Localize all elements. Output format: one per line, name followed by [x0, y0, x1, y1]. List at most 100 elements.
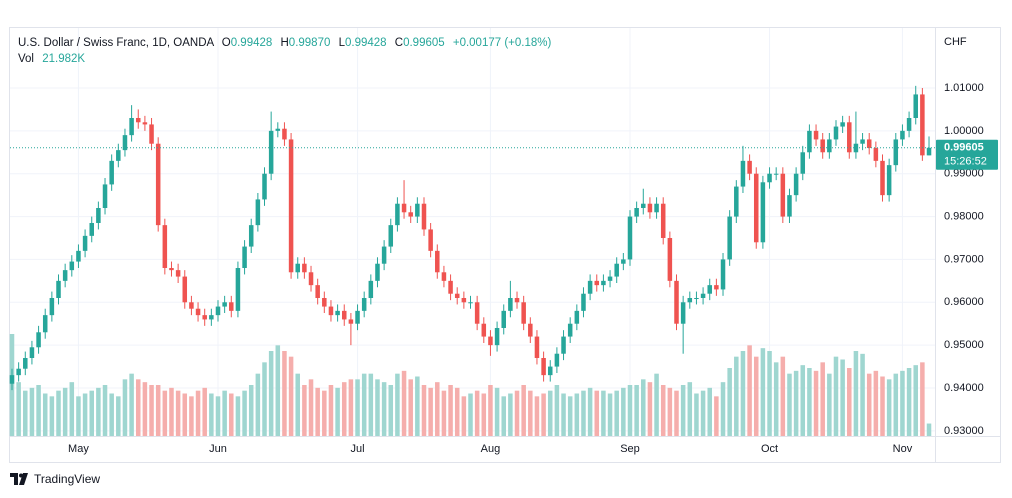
volume-bar — [827, 373, 832, 436]
volume-bar — [880, 376, 885, 436]
candle-body — [926, 147, 932, 156]
volume-bar — [82, 393, 88, 436]
volume-bar — [660, 385, 666, 436]
volume-bar — [69, 382, 75, 436]
volume-bar — [76, 396, 81, 436]
volume-bar — [587, 387, 593, 436]
candle-body — [355, 310, 360, 324]
volume-bar — [428, 387, 433, 436]
logo-dot — [19, 473, 23, 478]
candle-body — [501, 310, 506, 328]
candle-body — [827, 139, 832, 153]
volume-bar — [687, 382, 693, 436]
volume-bar — [421, 385, 427, 436]
candle-body — [528, 323, 533, 337]
volume-bar — [541, 393, 546, 436]
candle-body — [494, 328, 500, 346]
volume-bar — [567, 396, 573, 436]
open-value: 0.99428 — [230, 37, 273, 49]
candle-body — [554, 353, 560, 367]
candle-body — [880, 160, 885, 196]
volume-bar — [209, 393, 214, 436]
y-tick-label: 0.97000 — [944, 253, 984, 265]
y-tick-label: 0.99000 — [944, 168, 984, 180]
volume-bar — [268, 351, 274, 436]
volume-bar — [501, 396, 506, 436]
candle-body — [886, 165, 892, 196]
candle-body — [335, 310, 340, 316]
volume-bar — [96, 387, 101, 436]
volume-bar — [780, 356, 786, 436]
volume-bar — [56, 390, 61, 436]
volume-bar — [707, 387, 712, 436]
volume-bar — [62, 387, 68, 436]
volume-bar — [760, 348, 766, 436]
candle-body — [135, 118, 141, 123]
candle-body — [175, 270, 181, 277]
volume-bar — [873, 370, 879, 436]
volume-bar — [906, 368, 912, 436]
candle-body — [162, 225, 168, 268]
volume-bar — [753, 356, 759, 436]
candle-body — [621, 259, 626, 264]
volume-bar — [674, 390, 679, 436]
y-tick-label: 0.96000 — [944, 296, 984, 308]
volume-bar — [182, 393, 188, 436]
candle-body — [348, 319, 354, 324]
volume-bar — [388, 385, 394, 436]
volume-bar — [727, 368, 732, 436]
volume-bar — [920, 362, 925, 436]
axes: 0.93000 0.94000 0.95000 0.96000 0.97000 0.980… — [10, 82, 998, 455]
volume-bar — [102, 385, 108, 436]
volume-bar — [16, 382, 21, 436]
candle-body — [315, 285, 320, 298]
currency: CHF — [944, 36, 967, 48]
candle-body — [847, 122, 852, 153]
open-label: O — [221, 37, 231, 49]
x-tick-label: Jun — [209, 443, 227, 455]
volume-bar — [448, 385, 453, 436]
candle-body — [587, 280, 593, 294]
volume-bar — [900, 370, 905, 436]
volume-bar — [135, 379, 141, 436]
volume-bar — [395, 373, 400, 436]
candle-body — [388, 225, 394, 247]
volume-bar — [734, 356, 739, 436]
volume-bar — [847, 368, 852, 436]
candle-body — [747, 160, 752, 174]
volume-bar — [242, 390, 247, 436]
volume-bar — [215, 396, 221, 436]
volume-bar — [381, 382, 387, 436]
candle-body — [428, 229, 433, 251]
candle-body — [820, 139, 825, 153]
volume-bar — [508, 393, 513, 436]
candle-body — [534, 336, 540, 358]
candle-body — [521, 302, 526, 324]
volume-bar — [747, 345, 752, 436]
candle-body — [401, 203, 407, 213]
volume-bar — [474, 390, 480, 436]
volume-bar — [162, 390, 168, 436]
candle-body — [860, 139, 865, 144]
chart-frame — [9, 27, 1001, 463]
watermark-text: TradingView — [34, 472, 101, 486]
candle-body — [614, 263, 619, 277]
candle-body — [920, 94, 925, 156]
volume-bar — [408, 379, 413, 436]
volume-bar — [820, 362, 825, 436]
candle-body — [322, 298, 327, 307]
volume-bar — [534, 396, 540, 436]
volume-bar — [720, 382, 726, 436]
volume-bar — [561, 393, 566, 436]
volume-bar — [521, 385, 526, 436]
volume-bar — [813, 370, 819, 436]
low-label: L — [338, 37, 345, 49]
candle-body — [541, 358, 546, 376]
y-tick-label: 0.98000 — [944, 210, 984, 222]
volume-bar — [528, 390, 533, 436]
volume-bar — [401, 370, 407, 436]
candle-body — [660, 203, 666, 238]
candle-body — [481, 323, 487, 337]
volume-bar — [860, 353, 865, 436]
